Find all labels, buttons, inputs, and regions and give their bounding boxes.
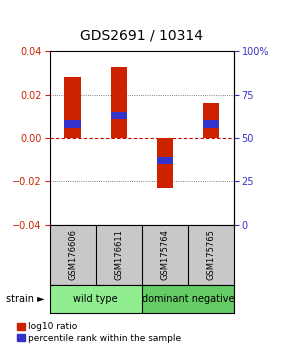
Bar bbox=[96, 225, 142, 285]
Bar bbox=[203, 103, 219, 138]
Bar bbox=[142, 285, 234, 313]
Bar bbox=[142, 225, 188, 285]
Bar bbox=[50, 285, 142, 313]
Bar bbox=[203, 120, 219, 128]
Text: wild type: wild type bbox=[73, 294, 118, 304]
Text: GSM176611: GSM176611 bbox=[114, 229, 123, 280]
Text: GSM176606: GSM176606 bbox=[68, 229, 77, 280]
Bar bbox=[157, 138, 173, 188]
Bar bbox=[50, 225, 96, 285]
Text: strain ►: strain ► bbox=[6, 294, 45, 304]
Bar bbox=[64, 78, 81, 138]
Text: dominant negative: dominant negative bbox=[142, 294, 234, 304]
Text: GDS2691 / 10314: GDS2691 / 10314 bbox=[80, 28, 203, 42]
Bar bbox=[188, 225, 234, 285]
Legend: log10 ratio, percentile rank within the sample: log10 ratio, percentile rank within the … bbox=[16, 322, 181, 343]
Bar bbox=[64, 120, 81, 128]
Bar bbox=[111, 67, 127, 138]
Bar bbox=[157, 157, 173, 164]
Text: GSM175764: GSM175764 bbox=[160, 229, 169, 280]
Bar bbox=[111, 112, 127, 119]
Text: GSM175765: GSM175765 bbox=[206, 229, 215, 280]
